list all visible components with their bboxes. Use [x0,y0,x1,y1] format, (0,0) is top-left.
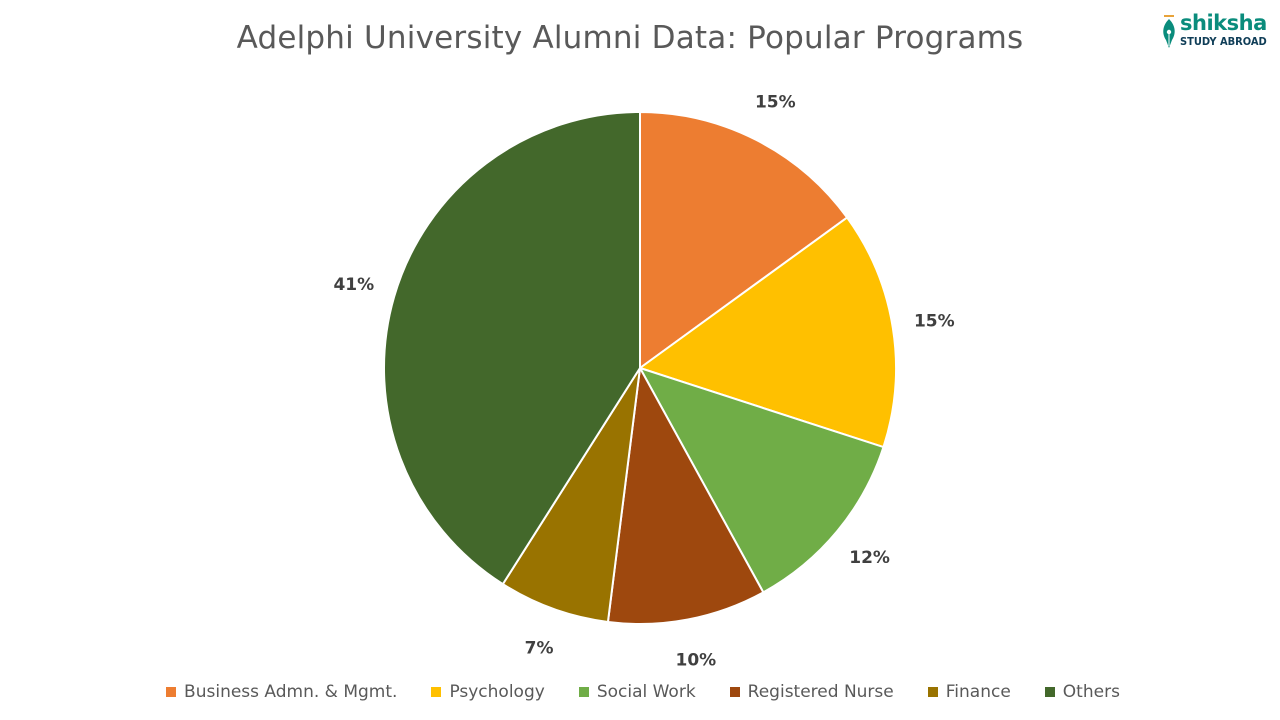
legend-item-psychology: Psychology [431,682,545,702]
legend-swatch [729,687,740,697]
legend-label: Finance [945,682,1011,702]
legend-label: Social Work [596,682,696,702]
legend-swatch [927,687,938,697]
logo-tagline: STUDY ABROAD [1180,35,1267,48]
legend-item-social-work: Social Work [578,682,696,702]
pie-slice-finance [501,367,641,624]
data-label-business-admn-mgmt: 15% [755,92,796,112]
legend-item-business: Business Admn. & Mgmt. [166,682,397,702]
chart-legend: Business Admn. & Mgmt. Psychology Social… [0,682,1280,702]
pie-slice-registered-nurse [606,364,765,625]
legend-label: Psychology [449,682,545,702]
legend-label: Others [1062,682,1120,702]
data-label-registered-nurse: 10% [675,651,716,671]
pie-slice-business-admn-mgmt [639,110,849,370]
legend-label: Business Admn. & Mgmt. [184,682,398,702]
chart-title: Adelphi University Alumni Data: Popular … [236,20,1024,56]
pen-nib-icon [1163,15,1175,48]
pie-data-labels: 15% 15% 12% 10% 7% 41% [333,92,954,670]
legend-swatch [578,687,589,697]
logo-brand: shiksha [1180,11,1267,35]
legend-item-registered-nurse: Registered Nurse [729,682,894,702]
data-label-social-work: 12% [849,548,890,568]
legend-swatch [1044,687,1055,697]
pie-slice-others [383,110,641,586]
pie-slice-social-work [637,366,885,594]
legend-item-others: Others [1044,682,1120,702]
legend-swatch [431,687,442,697]
legend-swatch [166,687,177,697]
legend-label: Registered Nurse [747,682,894,702]
data-label-psychology: 15% [914,311,955,331]
legend-item-finance: Finance [927,682,1011,702]
data-label-finance: 7% [525,638,554,658]
shiksha-logo: shiksha STUDY ABROAD [1156,11,1268,52]
pie-slice-psychology [637,216,897,449]
data-label-others: 41% [333,275,374,295]
pie-slices [383,110,897,625]
